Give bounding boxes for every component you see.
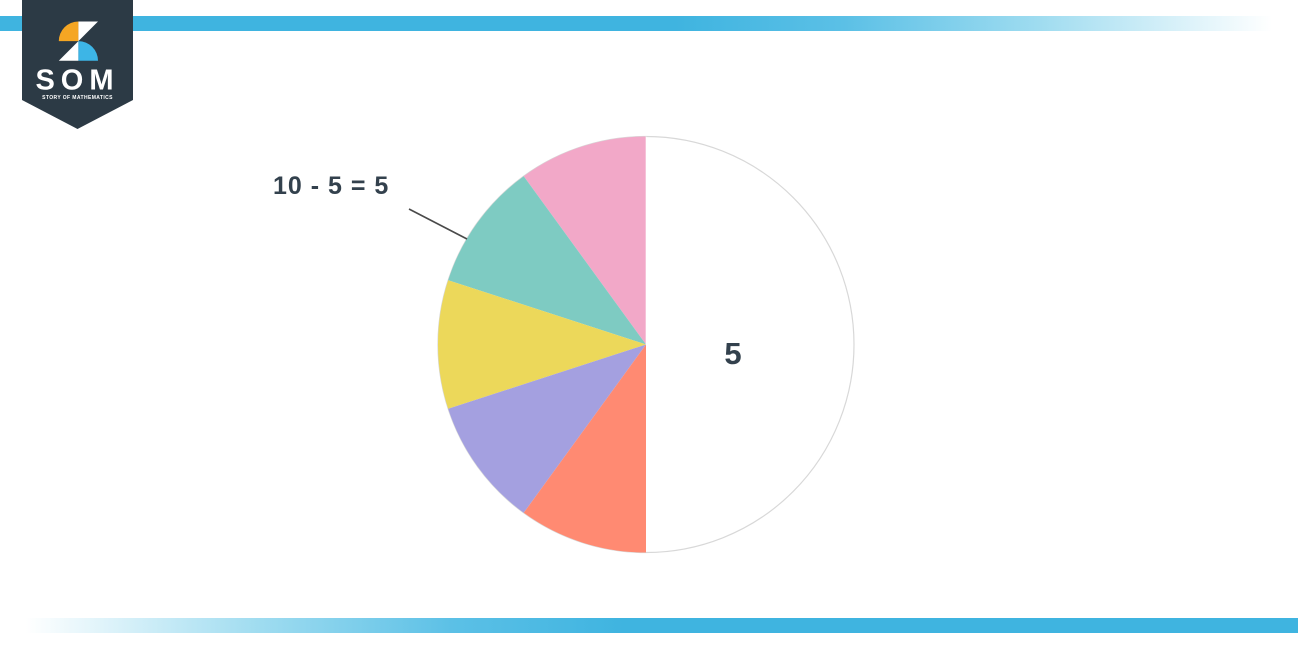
svg-text:5: 5 — [724, 336, 741, 371]
